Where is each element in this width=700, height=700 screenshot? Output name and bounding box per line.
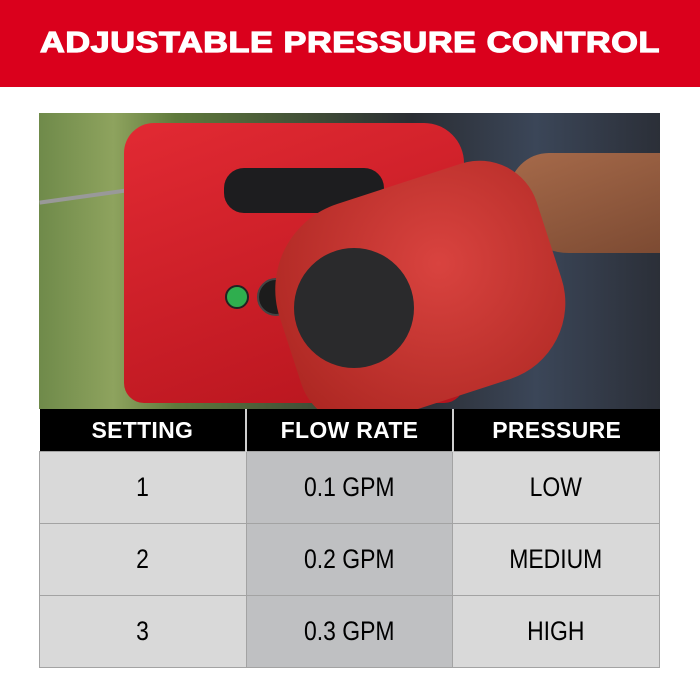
flow-rate-cell: 0.1 GPM: [245, 451, 454, 524]
power-button-icon: [225, 285, 249, 309]
table-row: 2 0.2 GPM MEDIUM: [39, 523, 660, 596]
cell-text: 0.3 GPM: [304, 616, 395, 646]
cell-text: 0.1 GPM: [304, 472, 395, 502]
product-photo: [39, 113, 660, 409]
pressure-cell: LOW: [452, 451, 660, 524]
flow-rate-cell: 0.2 GPM: [245, 523, 454, 596]
cell-text: 3: [136, 616, 150, 646]
pressure-cell: HIGH: [452, 595, 660, 668]
cell-text: 2: [136, 544, 150, 574]
flow-rate-cell: 0.3 GPM: [245, 595, 454, 668]
cell-text: 0.2 GPM: [304, 544, 395, 574]
header-flow-rate: FLOW RATE: [245, 409, 453, 452]
pressure-cell: MEDIUM: [452, 523, 660, 596]
table-header-row: SETTING FLOW RATE PRESSURE: [39, 409, 660, 452]
cell-text: MEDIUM: [509, 544, 603, 574]
title-banner: ADJUSTABLE PRESSURE CONTROL: [0, 0, 700, 87]
cell-text: LOW: [530, 472, 583, 502]
setting-cell: 3: [39, 595, 247, 668]
pressure-settings-table: SETTING FLOW RATE PRESSURE 1 0.1 GPM LOW…: [39, 409, 660, 668]
table-row: 3 0.3 GPM HIGH: [39, 595, 660, 668]
header-setting: SETTING: [39, 409, 247, 452]
table-row: 1 0.1 GPM LOW: [39, 451, 660, 524]
setting-cell: 2: [39, 523, 247, 596]
cell-text: HIGH: [527, 616, 585, 646]
header-pressure: PRESSURE: [451, 409, 660, 452]
setting-cell: 1: [39, 451, 247, 524]
glove-palm: [294, 248, 414, 368]
cell-text: 1: [136, 472, 150, 502]
page-title: ADJUSTABLE PRESSURE CONTROL: [39, 26, 660, 59]
